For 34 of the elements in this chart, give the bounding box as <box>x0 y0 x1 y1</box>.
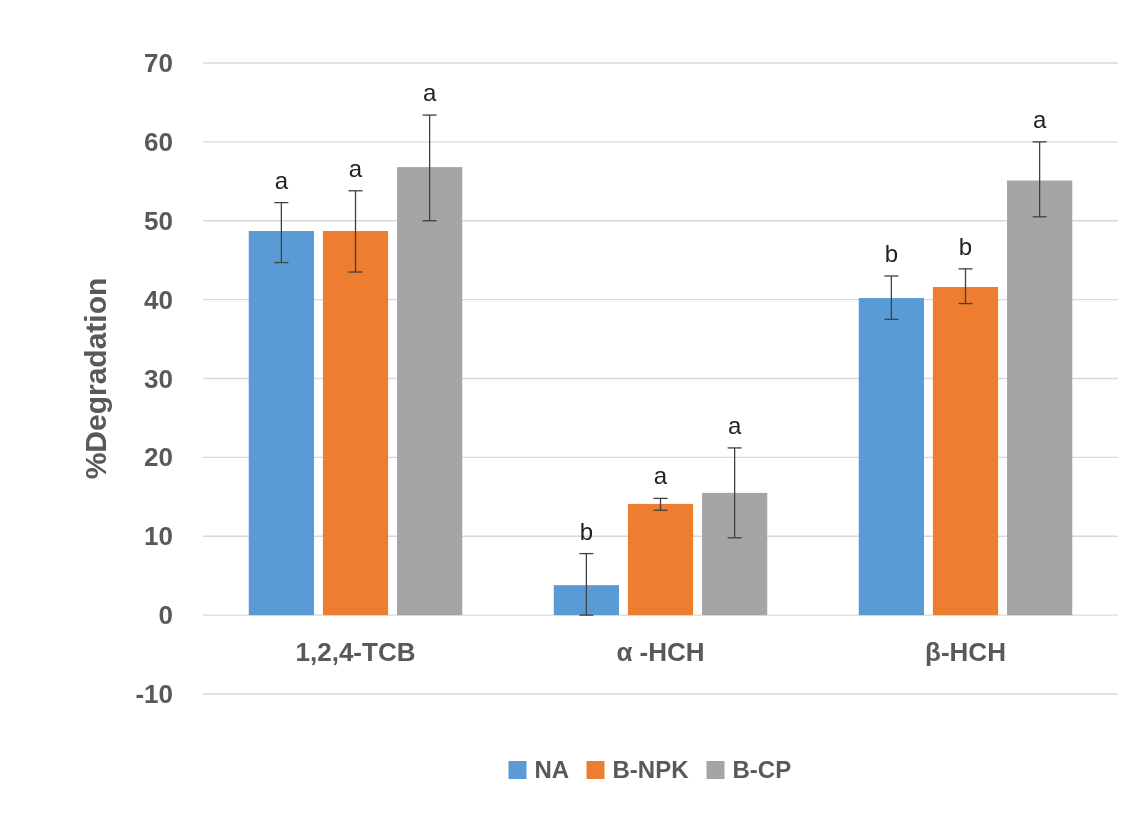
bar <box>702 492 768 616</box>
data-label: b <box>579 517 594 545</box>
bar <box>1007 180 1073 616</box>
legend-label: B-CP <box>732 756 792 784</box>
data-label: a <box>1032 105 1047 133</box>
bar <box>248 231 314 616</box>
y-tick-label: 60 <box>144 126 173 157</box>
y-tick-label: 30 <box>144 363 173 394</box>
y-tick-label: -10 <box>135 679 173 710</box>
y-tick-label: 0 <box>158 600 173 631</box>
y-tick-label: 10 <box>144 521 173 552</box>
bar <box>627 503 694 616</box>
data-label: a <box>274 166 289 194</box>
bar <box>858 298 924 616</box>
x-tick-label: α -HCH <box>616 637 705 668</box>
data-label: a <box>727 411 742 439</box>
data-label: a <box>348 154 363 182</box>
data-label: b <box>884 239 899 267</box>
legend-label: B-NPK <box>612 756 690 784</box>
legend-label: NA <box>534 756 570 784</box>
y-tick-label: 20 <box>144 442 173 473</box>
x-tick-label: β-HCH <box>925 637 1006 668</box>
bar <box>553 585 619 616</box>
data-label: a <box>653 462 668 490</box>
data-label: b <box>958 232 973 260</box>
y-axis-title: %Degradation <box>79 277 112 480</box>
bar <box>932 287 999 616</box>
x-tick-label: 1,2,4-TCB <box>295 637 416 668</box>
y-tick-label: 40 <box>144 284 173 315</box>
bar <box>322 231 389 616</box>
y-tick-label: 50 <box>144 205 173 236</box>
bar <box>397 167 463 616</box>
y-tick-label: 70 <box>144 48 173 79</box>
data-label: a <box>422 79 437 107</box>
